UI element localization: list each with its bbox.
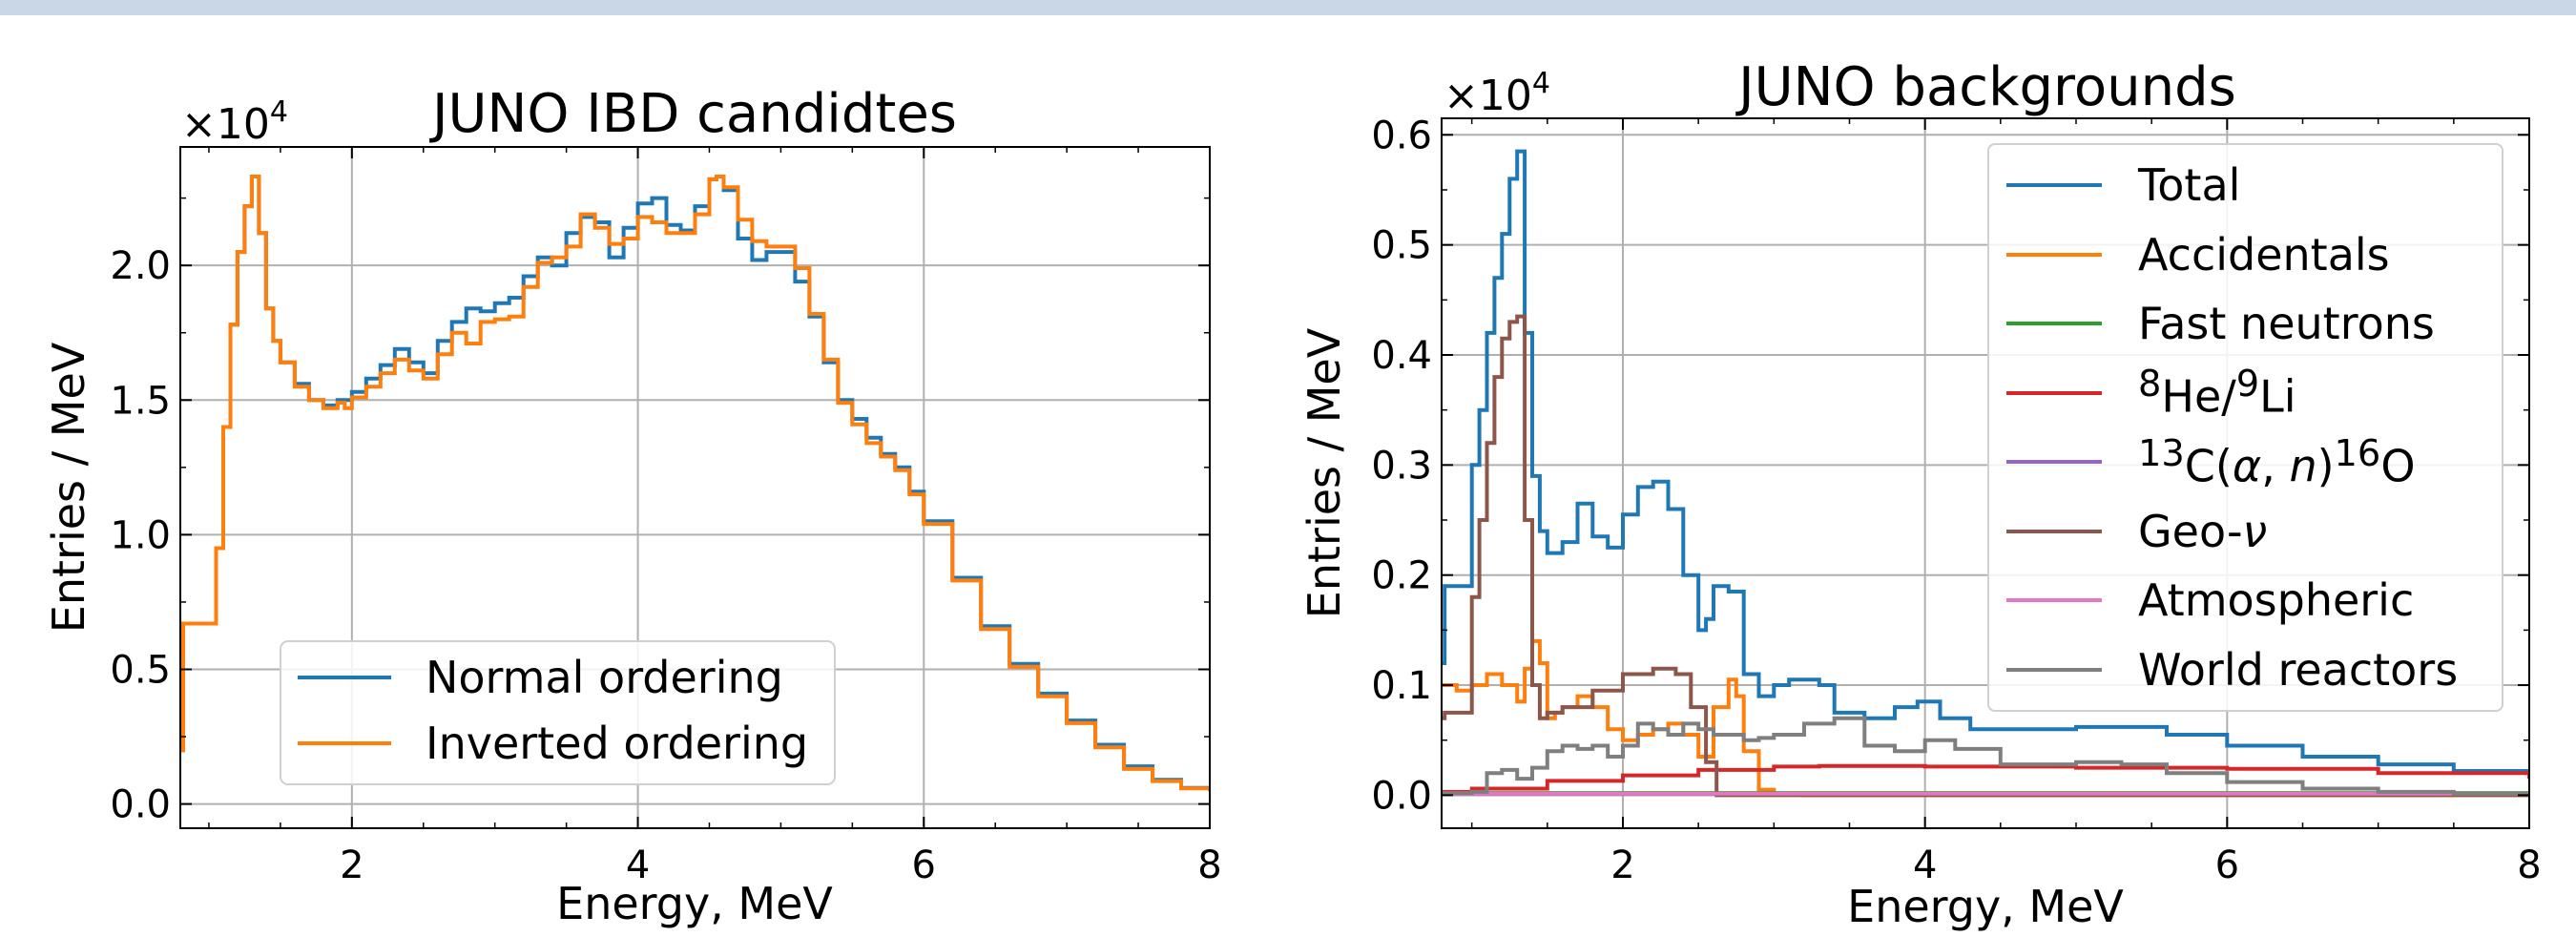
legend: Total Accidentals Fast neutrons 8He/9Li 13C(…	[1987, 143, 2503, 712]
legend-entry: World reactors	[2006, 641, 2458, 698]
axis-ticks: 2 4 6 8 0.0 0.1 0.2 0.3 0.4 0.5 0.6	[1371, 114, 2541, 887]
data-curves	[180, 175, 1210, 792]
legend-label-inverted: Inverted ordering	[426, 718, 808, 769]
legend-entry: Atmospheric	[2006, 572, 2414, 629]
chart-title: JUNO IBD candidtes	[429, 83, 957, 145]
plot-frame	[1441, 117, 2530, 829]
x-axis-label: Energy, MeV	[1847, 881, 2124, 932]
legend-label: 8He/9Li	[2138, 363, 2296, 423]
data-curves	[1442, 149, 2529, 798]
y-tick-label: 0.2	[1371, 554, 1432, 598]
y-multiplier: ×104	[1444, 67, 1550, 120]
plot-frame	[179, 146, 1211, 829]
y-tick-label: 0.4	[1371, 334, 1432, 378]
y-tick-label: 0.5	[110, 648, 171, 692]
legend-label: Total	[2138, 159, 2241, 211]
backgrounds-chart: JUNO backgrounds ×104 2 4 6 80.00.10.20.30.…	[1298, 56, 2542, 932]
y-tick-label: 0.5	[1371, 224, 1432, 268]
window-top-bar	[0, 0, 2576, 15]
x-tick-label: 6	[912, 843, 936, 887]
x-axis-label: Energy, MeV	[556, 878, 833, 929]
legend-swatch	[2006, 667, 2102, 672]
legend-swatch	[2006, 183, 2102, 187]
legend-entry: 8He/9Li	[2006, 364, 2296, 422]
legend-entry: Accidentals	[2006, 226, 2390, 283]
y-multiplier-base: ×10	[1444, 72, 1532, 120]
legend-label: Fast neutrons	[2138, 298, 2435, 349]
y-tick-label: 2.0	[110, 244, 171, 288]
series-line-0	[1442, 149, 2529, 776]
y-multiplier-exp: 4	[1532, 67, 1550, 100]
series-line-3	[1442, 763, 2529, 794]
legend-entry: Total	[2006, 156, 2240, 214]
x-tick-label: 6	[2215, 843, 2239, 887]
series-line-5	[1442, 314, 2529, 798]
legend-swatch	[2006, 598, 2102, 602]
legend-swatch	[2006, 390, 2102, 395]
legend-label-normal: Normal ordering	[426, 652, 783, 703]
legend-label: 13C(α, n)16O	[2138, 431, 2416, 492]
legend-label: Geo-ν	[2138, 505, 2268, 557]
series-line-7	[1442, 716, 2529, 796]
legend-swatch	[2006, 529, 2102, 533]
y-tick-label: 0.0	[110, 783, 171, 827]
x-tick-label: 4	[626, 843, 650, 887]
legend-label: Accidentals	[2138, 228, 2390, 281]
y-tick-label: 1.0	[110, 513, 171, 557]
legend-swatch	[2006, 252, 2102, 257]
legend-entry: Fast neutrons	[2006, 295, 2435, 352]
axis-ticks: 2 4 6 8 0.0 0.5 1.0 1.5 2.0	[110, 147, 1222, 887]
chart-title: JUNO backgrounds	[1735, 56, 2236, 118]
y-multiplier-base: ×10	[181, 100, 270, 149]
legend-entry: Geo-ν	[2006, 503, 2267, 560]
legend-label: Atmospheric	[2138, 574, 2415, 626]
legend-swatch	[2006, 322, 2102, 325]
legend-entry: 13C(α, n)16O	[2006, 433, 2416, 490]
y-tick-label: 0.0	[1371, 774, 1432, 818]
legend: Normal ordering Inverted ordering	[280, 640, 836, 785]
x-tick-label: 4	[1913, 843, 1937, 887]
legend-swatch	[2006, 460, 2102, 464]
y-axis-label: Entries / MeV	[1298, 327, 1350, 618]
x-tick-label: 2	[1610, 843, 1634, 887]
y-tick-label: 0.1	[1371, 664, 1432, 708]
x-tick-label: 8	[1197, 843, 1221, 887]
y-axis-label: Entries / MeV	[43, 342, 94, 633]
y-multiplier: ×104	[181, 95, 288, 149]
ibd-candidates-chart: JUNO IBD candidtes ×104 2 4 6 80.00.51.01.5…	[43, 83, 1222, 929]
series-line-1	[180, 175, 1210, 792]
x-tick-label: 2	[340, 843, 364, 887]
y-tick-label: 1.5	[110, 379, 171, 423]
y-tick-label: 0.6	[1371, 114, 1432, 157]
y-tick-label: 0.3	[1371, 444, 1432, 488]
legend-box	[280, 640, 836, 785]
y-multiplier-exp: 4	[270, 95, 288, 129]
legend-label: World reactors	[2138, 643, 2459, 696]
series-line-1	[1442, 638, 2529, 798]
x-tick-label: 8	[2517, 843, 2541, 887]
